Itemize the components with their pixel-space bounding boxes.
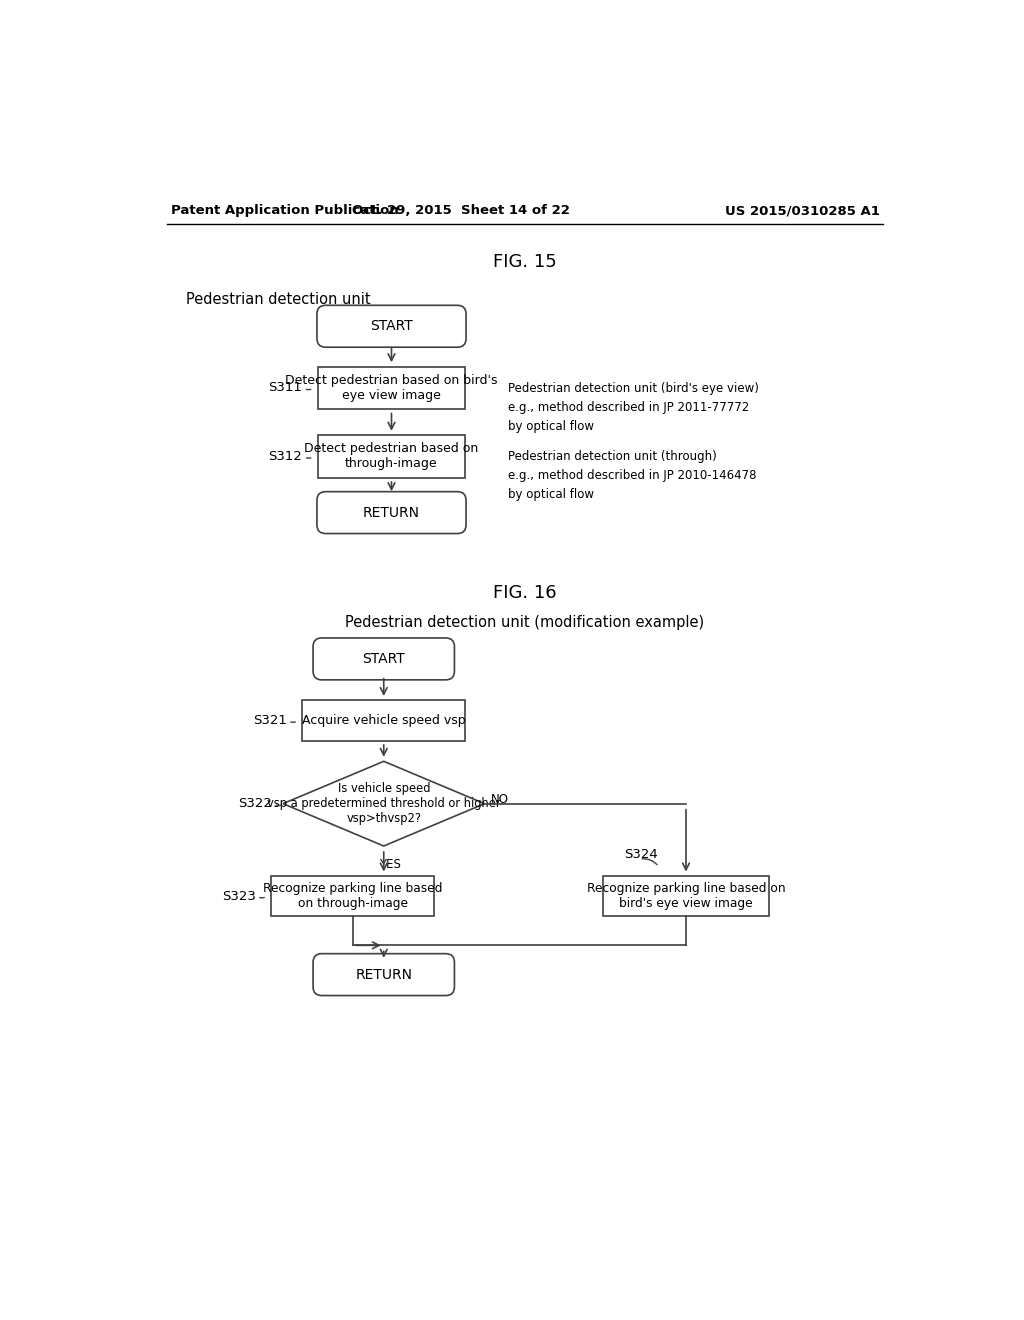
Text: Detect pedestrian based on
through-image: Detect pedestrian based on through-image xyxy=(304,442,478,470)
Text: RETURN: RETURN xyxy=(362,506,420,520)
FancyBboxPatch shape xyxy=(313,638,455,680)
Text: S323: S323 xyxy=(222,890,256,903)
FancyBboxPatch shape xyxy=(317,305,466,347)
Text: FIG. 16: FIG. 16 xyxy=(493,585,557,602)
FancyBboxPatch shape xyxy=(313,953,455,995)
Text: Pedestrian detection unit (modification example): Pedestrian detection unit (modification … xyxy=(345,615,705,630)
Text: Pedestrian detection unit: Pedestrian detection unit xyxy=(186,292,371,306)
Text: S312: S312 xyxy=(268,450,302,463)
Bar xyxy=(317,367,465,409)
Text: YES: YES xyxy=(379,858,400,871)
Text: Recognize parking line based on
bird's eye view image: Recognize parking line based on bird's e… xyxy=(587,882,785,909)
Text: Patent Application Publication: Patent Application Publication xyxy=(171,205,398,218)
Text: Acquire vehicle speed vsp: Acquire vehicle speed vsp xyxy=(302,714,466,727)
Text: Pedestrian detection unit (bird's eye view)
e.g., method described in JP 2011-77: Pedestrian detection unit (bird's eye vi… xyxy=(508,381,759,433)
Text: Detect pedestrian based on bird's
eye view image: Detect pedestrian based on bird's eye vi… xyxy=(286,374,498,401)
Text: S322: S322 xyxy=(239,797,272,810)
Text: S311: S311 xyxy=(268,381,302,395)
Bar xyxy=(302,701,465,741)
Bar xyxy=(317,436,465,478)
Text: START: START xyxy=(370,319,413,333)
Text: Oct. 29, 2015  Sheet 14 of 22: Oct. 29, 2015 Sheet 14 of 22 xyxy=(352,205,570,218)
FancyBboxPatch shape xyxy=(317,491,466,533)
Text: S324: S324 xyxy=(624,847,657,861)
Bar xyxy=(271,876,434,916)
Text: RETURN: RETURN xyxy=(355,968,413,982)
Polygon shape xyxy=(283,762,484,846)
Text: US 2015/0310285 A1: US 2015/0310285 A1 xyxy=(725,205,880,218)
Bar xyxy=(603,876,769,916)
Text: Pedestrian detection unit (through)
e.g., method described in JP 2010-146478
by : Pedestrian detection unit (through) e.g.… xyxy=(508,450,757,502)
Text: FIG. 15: FIG. 15 xyxy=(493,253,557,272)
Text: NO: NO xyxy=(490,793,509,807)
Text: Is vehicle speed
vsp a predetermined threshold or higher
vsp>thvsp2?: Is vehicle speed vsp a predetermined thr… xyxy=(267,783,501,825)
Text: START: START xyxy=(362,652,406,665)
Text: Recognize parking line based
on through-image: Recognize parking line based on through-… xyxy=(263,882,442,909)
Text: S321: S321 xyxy=(253,714,287,727)
